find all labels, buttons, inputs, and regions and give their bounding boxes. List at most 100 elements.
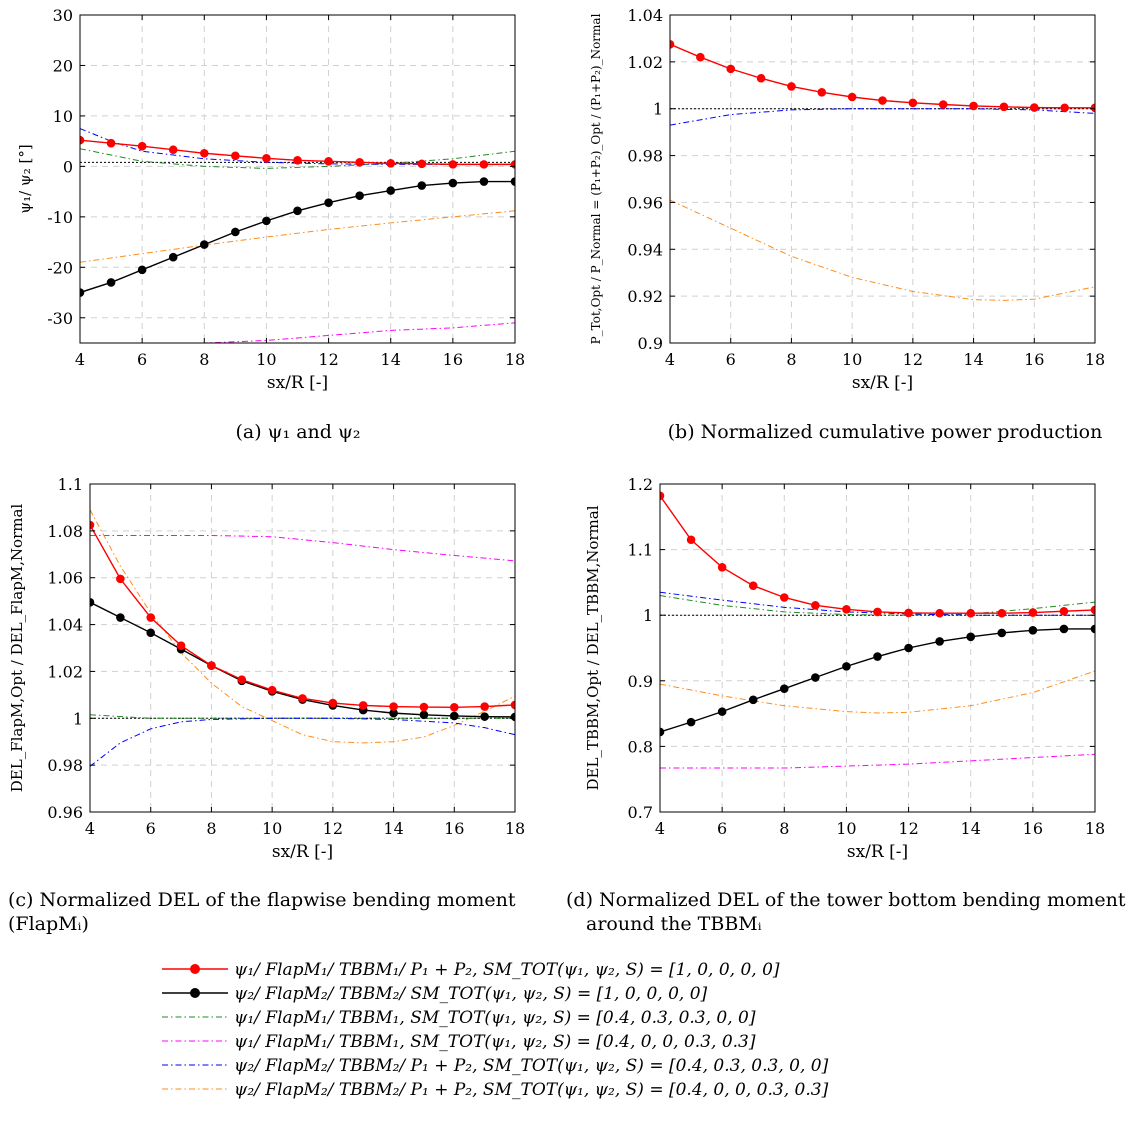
- data-point-s1: [199, 148, 209, 158]
- x-tick-label: 14: [381, 350, 401, 369]
- series-line-s3: [90, 714, 515, 719]
- x-tick-label: 4: [655, 819, 665, 838]
- x-tick-label: 6: [726, 350, 736, 369]
- data-point-s1: [168, 145, 178, 155]
- data-point-s1: [328, 698, 338, 708]
- panel-caption-line1: (c) Normalized DEL of the flapwise bendi…: [8, 889, 516, 911]
- x-tick-label: 18: [505, 350, 525, 369]
- series-group: [80, 128, 515, 344]
- y-tick-label: -20: [47, 258, 73, 277]
- data-point-s1: [80, 135, 85, 145]
- data-point-s2: [386, 186, 396, 195]
- series-line-s4: [660, 753, 1095, 769]
- data-point-s2: [106, 278, 116, 287]
- x-tick-label: 16: [1024, 350, 1044, 369]
- data-point-s1: [267, 685, 277, 695]
- data-point-s1: [904, 608, 913, 618]
- y-tick-label: 0.98: [47, 756, 83, 775]
- data-point-s1: [908, 98, 918, 108]
- panel-c: 4 6 8 10 12 14 16 18 0.96 0.98 1 1.02 1.04 1.06 1.08 1.…: [8, 475, 525, 935]
- legend-label-s1: ψ₁/ FlapM₁/ TBBM₁/ P₁ + P₂, SM_TOT(ψ₁, ψ…: [234, 960, 780, 980]
- data-point-s2: [748, 695, 758, 705]
- data-point-s1: [146, 613, 156, 622]
- data-point-s2: [1059, 624, 1069, 634]
- data-point-s1: [510, 700, 515, 710]
- data-point-s2: [137, 265, 147, 275]
- data-point-s2: [449, 711, 459, 721]
- series-line-s4: [90, 535, 515, 562]
- x-axis-label: sx/R [-]: [852, 373, 913, 393]
- x-tick-label: 6: [137, 350, 147, 369]
- legend: ψ₁/ FlapM₁/ TBBM₁/ P₁ + P₂, SM_TOT(ψ₁, ψ…: [162, 960, 829, 1100]
- data-point-s1: [1059, 606, 1069, 616]
- series-line-s2: [80, 180, 515, 294]
- data-point-s2: [1028, 625, 1038, 635]
- data-point-s1: [176, 641, 186, 650]
- x-tick-label: 18: [1085, 819, 1105, 838]
- data-point-s1: [293, 156, 302, 165]
- data-point-s2: [966, 632, 976, 642]
- data-point-s1: [358, 701, 368, 710]
- x-tick-label: 16: [1023, 819, 1043, 838]
- x-axis-label: sx/R [-]: [847, 842, 908, 862]
- x-tick-label: 8: [206, 819, 216, 838]
- y-tick-label: 1: [643, 606, 653, 625]
- data-point-s2: [811, 673, 820, 682]
- data-point-s1: [966, 608, 976, 618]
- data-point-s1: [449, 702, 459, 712]
- series-line-s2: [660, 628, 1095, 733]
- x-tick-label: 18: [505, 819, 525, 838]
- y-axis-label: DEL_FlapM,Opt / DEL_FlapM,Normal: [8, 504, 26, 793]
- panel-caption: (b) Normalized cumulative power producti…: [668, 421, 1103, 443]
- data-point-s2: [904, 643, 913, 653]
- y-axis-label: P_Tot,Opt / P_Normal = (P₁+P₂)_Opt / (P₁…: [589, 13, 603, 344]
- series-line-s3: [80, 148, 515, 169]
- x-tick-label: 4: [85, 819, 95, 838]
- y-tick-label: 0.9: [628, 672, 653, 691]
- y-tick-label: 20: [53, 56, 73, 75]
- data-point-s1: [787, 82, 796, 91]
- y-tick-label: 1.06: [47, 569, 83, 588]
- legend-marker-s1: [190, 964, 200, 974]
- data-point-s1: [419, 702, 429, 712]
- y-tick-label: 0.96: [627, 193, 663, 212]
- y-tick-label: 1.04: [47, 616, 83, 635]
- data-point-s2: [116, 613, 125, 622]
- x-tick-label: 8: [779, 819, 789, 838]
- data-point-s1: [116, 574, 125, 584]
- y-tick-label: 1.2: [628, 475, 653, 494]
- data-point-s2: [935, 637, 944, 646]
- data-point-s1: [237, 675, 247, 684]
- x-tick-label: 10: [262, 819, 282, 838]
- plot-frame: [659, 483, 1096, 813]
- panel-a: 4 6 8 10 12 14 16 18 -30 -20 -10 0 10 20 30 sx/R [-] ψ₁/…: [16, 6, 525, 443]
- data-point-s1: [686, 535, 696, 545]
- data-point-s2: [293, 206, 302, 216]
- data-point-s1: [448, 160, 458, 169]
- data-point-s1: [878, 96, 887, 105]
- data-point-s1: [298, 694, 307, 703]
- data-point-s1: [997, 608, 1007, 618]
- data-point-s1: [969, 101, 978, 111]
- y-axis-label: ψ₁/ ψ₂ [°]: [16, 144, 34, 213]
- y-tick-label: 10: [53, 107, 73, 126]
- series-group: [660, 491, 1095, 769]
- data-point-s1: [106, 138, 116, 148]
- x-tick-label: 8: [786, 350, 796, 369]
- x-tick-label: 16: [443, 350, 463, 369]
- data-point-s2: [448, 178, 458, 188]
- y-tick-label: -10: [47, 208, 73, 227]
- plot-frame: [669, 14, 1096, 344]
- data-point-s1: [137, 141, 147, 151]
- data-point-s1: [696, 52, 705, 62]
- x-axis-label: sx/R [-]: [267, 373, 328, 393]
- data-point-s1: [842, 604, 851, 614]
- data-point-s1: [207, 661, 216, 670]
- data-point-s1: [355, 158, 364, 167]
- y-tick-label: 0.96: [47, 803, 83, 822]
- x-tick-label: 6: [146, 819, 156, 838]
- y-tick-label: 1.02: [627, 53, 663, 72]
- series-group: [90, 509, 515, 767]
- y-tick-label: 0.94: [627, 240, 663, 259]
- data-point-s1: [90, 520, 95, 530]
